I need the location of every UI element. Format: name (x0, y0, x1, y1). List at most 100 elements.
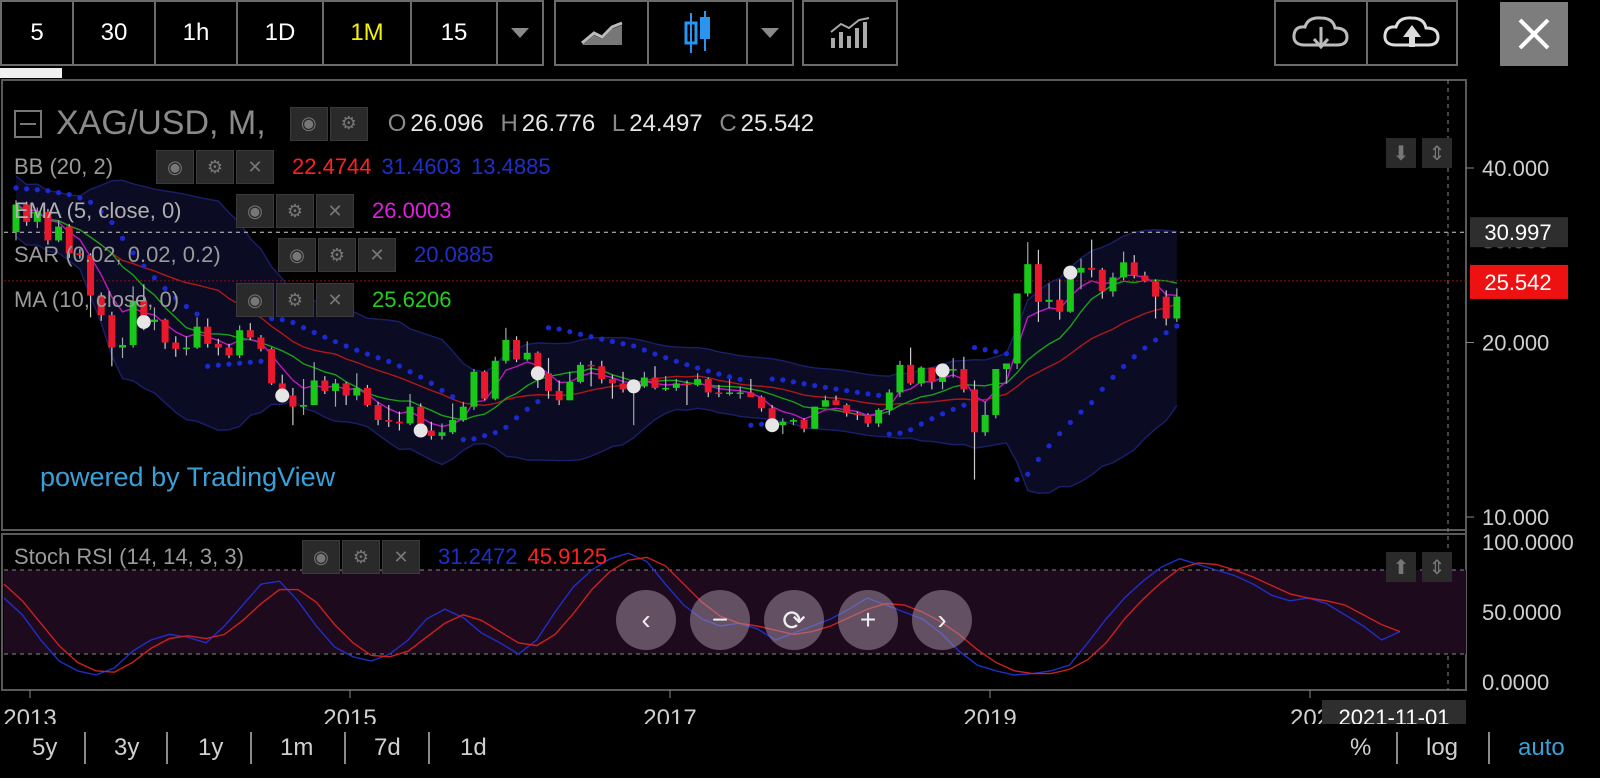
pane-maximize-icon[interactable]: ⇕ (1422, 552, 1452, 582)
range-5y[interactable]: 5y (32, 734, 58, 761)
sar-dot (503, 424, 509, 430)
sar-legend: SAR (0.02, 0.02, 0.2) ◉ ⚙ ✕ 20.0885 (14, 238, 494, 272)
candle-body (736, 392, 744, 394)
eye-icon[interactable]: ◉ (302, 540, 340, 574)
sar-dot (162, 285, 168, 292)
candle-body (23, 204, 31, 222)
scroll-forward-button[interactable]: › (912, 590, 972, 650)
event-marker[interactable] (765, 418, 780, 433)
pane-up-icon[interactable]: ⬆ (1386, 552, 1416, 582)
range-7d[interactable]: 7d (374, 734, 401, 761)
gear-icon[interactable]: ⚙ (196, 150, 234, 184)
range-3y[interactable]: 3y (114, 734, 140, 761)
eye-icon[interactable]: ◉ (289, 106, 328, 141)
eye-icon[interactable]: ◉ (236, 283, 274, 317)
scroll-indicator[interactable] (0, 68, 62, 78)
event-marker[interactable] (626, 379, 641, 394)
eye-icon[interactable]: ◉ (156, 150, 194, 184)
stoch-axis-label: 100.0000 (1482, 530, 1574, 555)
event-marker[interactable] (413, 423, 428, 438)
sar-dot (1078, 409, 1084, 415)
interval-15[interactable]: 15 (412, 2, 498, 64)
candle-body (140, 300, 148, 322)
interval-5[interactable]: 5 (2, 2, 74, 64)
sar-dot (258, 358, 264, 364)
range-1y[interactable]: 1y (198, 734, 224, 761)
interval-30[interactable]: 30 (74, 2, 156, 64)
stoch-value-1: 31.2472 (438, 544, 518, 569)
sar-dot (993, 349, 999, 355)
zoom-in-button[interactable]: + (838, 590, 898, 650)
remove-icon[interactable]: ✕ (316, 283, 354, 317)
candle-body (1034, 264, 1042, 302)
candle-body (598, 366, 606, 380)
candle-body (640, 377, 648, 387)
range-1m[interactable]: 1m (280, 734, 314, 761)
zoom-out-button[interactable]: − (690, 590, 750, 650)
sar-dot (982, 347, 988, 353)
separator (84, 732, 86, 764)
percent-scale-toggle[interactable]: % (1350, 734, 1372, 761)
candle-body (406, 406, 414, 424)
range-1d[interactable]: 1d (460, 734, 487, 761)
sar-dot (439, 387, 445, 394)
event-marker[interactable] (935, 363, 950, 378)
sar-dot (13, 185, 19, 191)
candle-body (129, 300, 137, 346)
sar-dot (801, 381, 807, 387)
sar-dot (56, 190, 62, 196)
log-scale-toggle[interactable]: log (1426, 734, 1459, 761)
sar-dot (673, 358, 679, 364)
reset-button[interactable]: ⟳ (764, 590, 824, 650)
pane-down-icon[interactable]: ⬇ (1386, 138, 1416, 168)
gear-icon[interactable]: ⚙ (276, 194, 314, 228)
chart-type-dropdown-icon[interactable] (748, 2, 792, 64)
cloud-upload-icon[interactable] (1368, 2, 1456, 64)
gear-icon[interactable]: ⚙ (276, 283, 314, 317)
ma-legend: MA (10, close, 0) ◉ ⚙ ✕ 25.6206 (14, 283, 452, 317)
interval-1d[interactable]: 1D (238, 2, 324, 64)
candle-body (44, 211, 52, 241)
line-chart-icon[interactable] (556, 2, 650, 64)
scroll-back-button[interactable]: ‹ (616, 590, 676, 650)
gear-icon[interactable]: ⚙ (329, 106, 368, 141)
tradingview-watermark[interactable]: powered by TradingView (40, 462, 336, 492)
remove-icon[interactable]: ✕ (358, 238, 396, 272)
event-marker[interactable] (1063, 265, 1078, 280)
sar-dot (844, 388, 850, 394)
eye-icon[interactable]: ◉ (278, 238, 316, 272)
gear-icon[interactable]: ⚙ (342, 540, 380, 574)
gear-icon[interactable]: ⚙ (318, 238, 356, 272)
candle-body (768, 408, 776, 426)
bb-name: BB (20, 2) (14, 154, 114, 179)
candle-body (438, 432, 446, 436)
time-axis-label: 2019 (963, 705, 1016, 724)
ohlc-values: O 26.096 H 26.776 L 24.497 C 25.542 (387, 109, 815, 137)
candle-body (651, 377, 659, 388)
cloud-download-icon[interactable] (1276, 2, 1368, 64)
sar-dot (1099, 386, 1105, 392)
remove-icon[interactable]: ✕ (236, 150, 274, 184)
event-marker[interactable] (530, 366, 545, 381)
collapse-icon[interactable] (14, 109, 42, 138)
event-marker[interactable] (136, 314, 151, 329)
interval-1m[interactable]: 1M (324, 2, 412, 64)
remove-icon[interactable]: ✕ (382, 540, 420, 574)
candle-body (789, 420, 797, 422)
candle-body (481, 371, 489, 399)
interval-1h[interactable]: 1h (156, 2, 238, 64)
indicators-icon[interactable] (804, 2, 896, 64)
pane-maximize-icon[interactable]: ⇕ (1422, 138, 1452, 168)
interval-dropdown-icon[interactable] (498, 2, 542, 64)
sar-dot (173, 295, 179, 301)
close-button[interactable] (1500, 2, 1568, 66)
remove-icon[interactable]: ✕ (316, 194, 354, 228)
close-icon (1518, 18, 1550, 50)
stoch-axis-label: 50.0000 (1482, 600, 1562, 625)
event-marker[interactable] (275, 388, 290, 403)
sar-dot (279, 317, 285, 323)
eye-icon[interactable]: ◉ (236, 194, 274, 228)
candle-body (12, 204, 20, 233)
auto-scale-toggle[interactable]: auto (1518, 734, 1565, 761)
candlestick-icon[interactable] (649, 2, 749, 64)
